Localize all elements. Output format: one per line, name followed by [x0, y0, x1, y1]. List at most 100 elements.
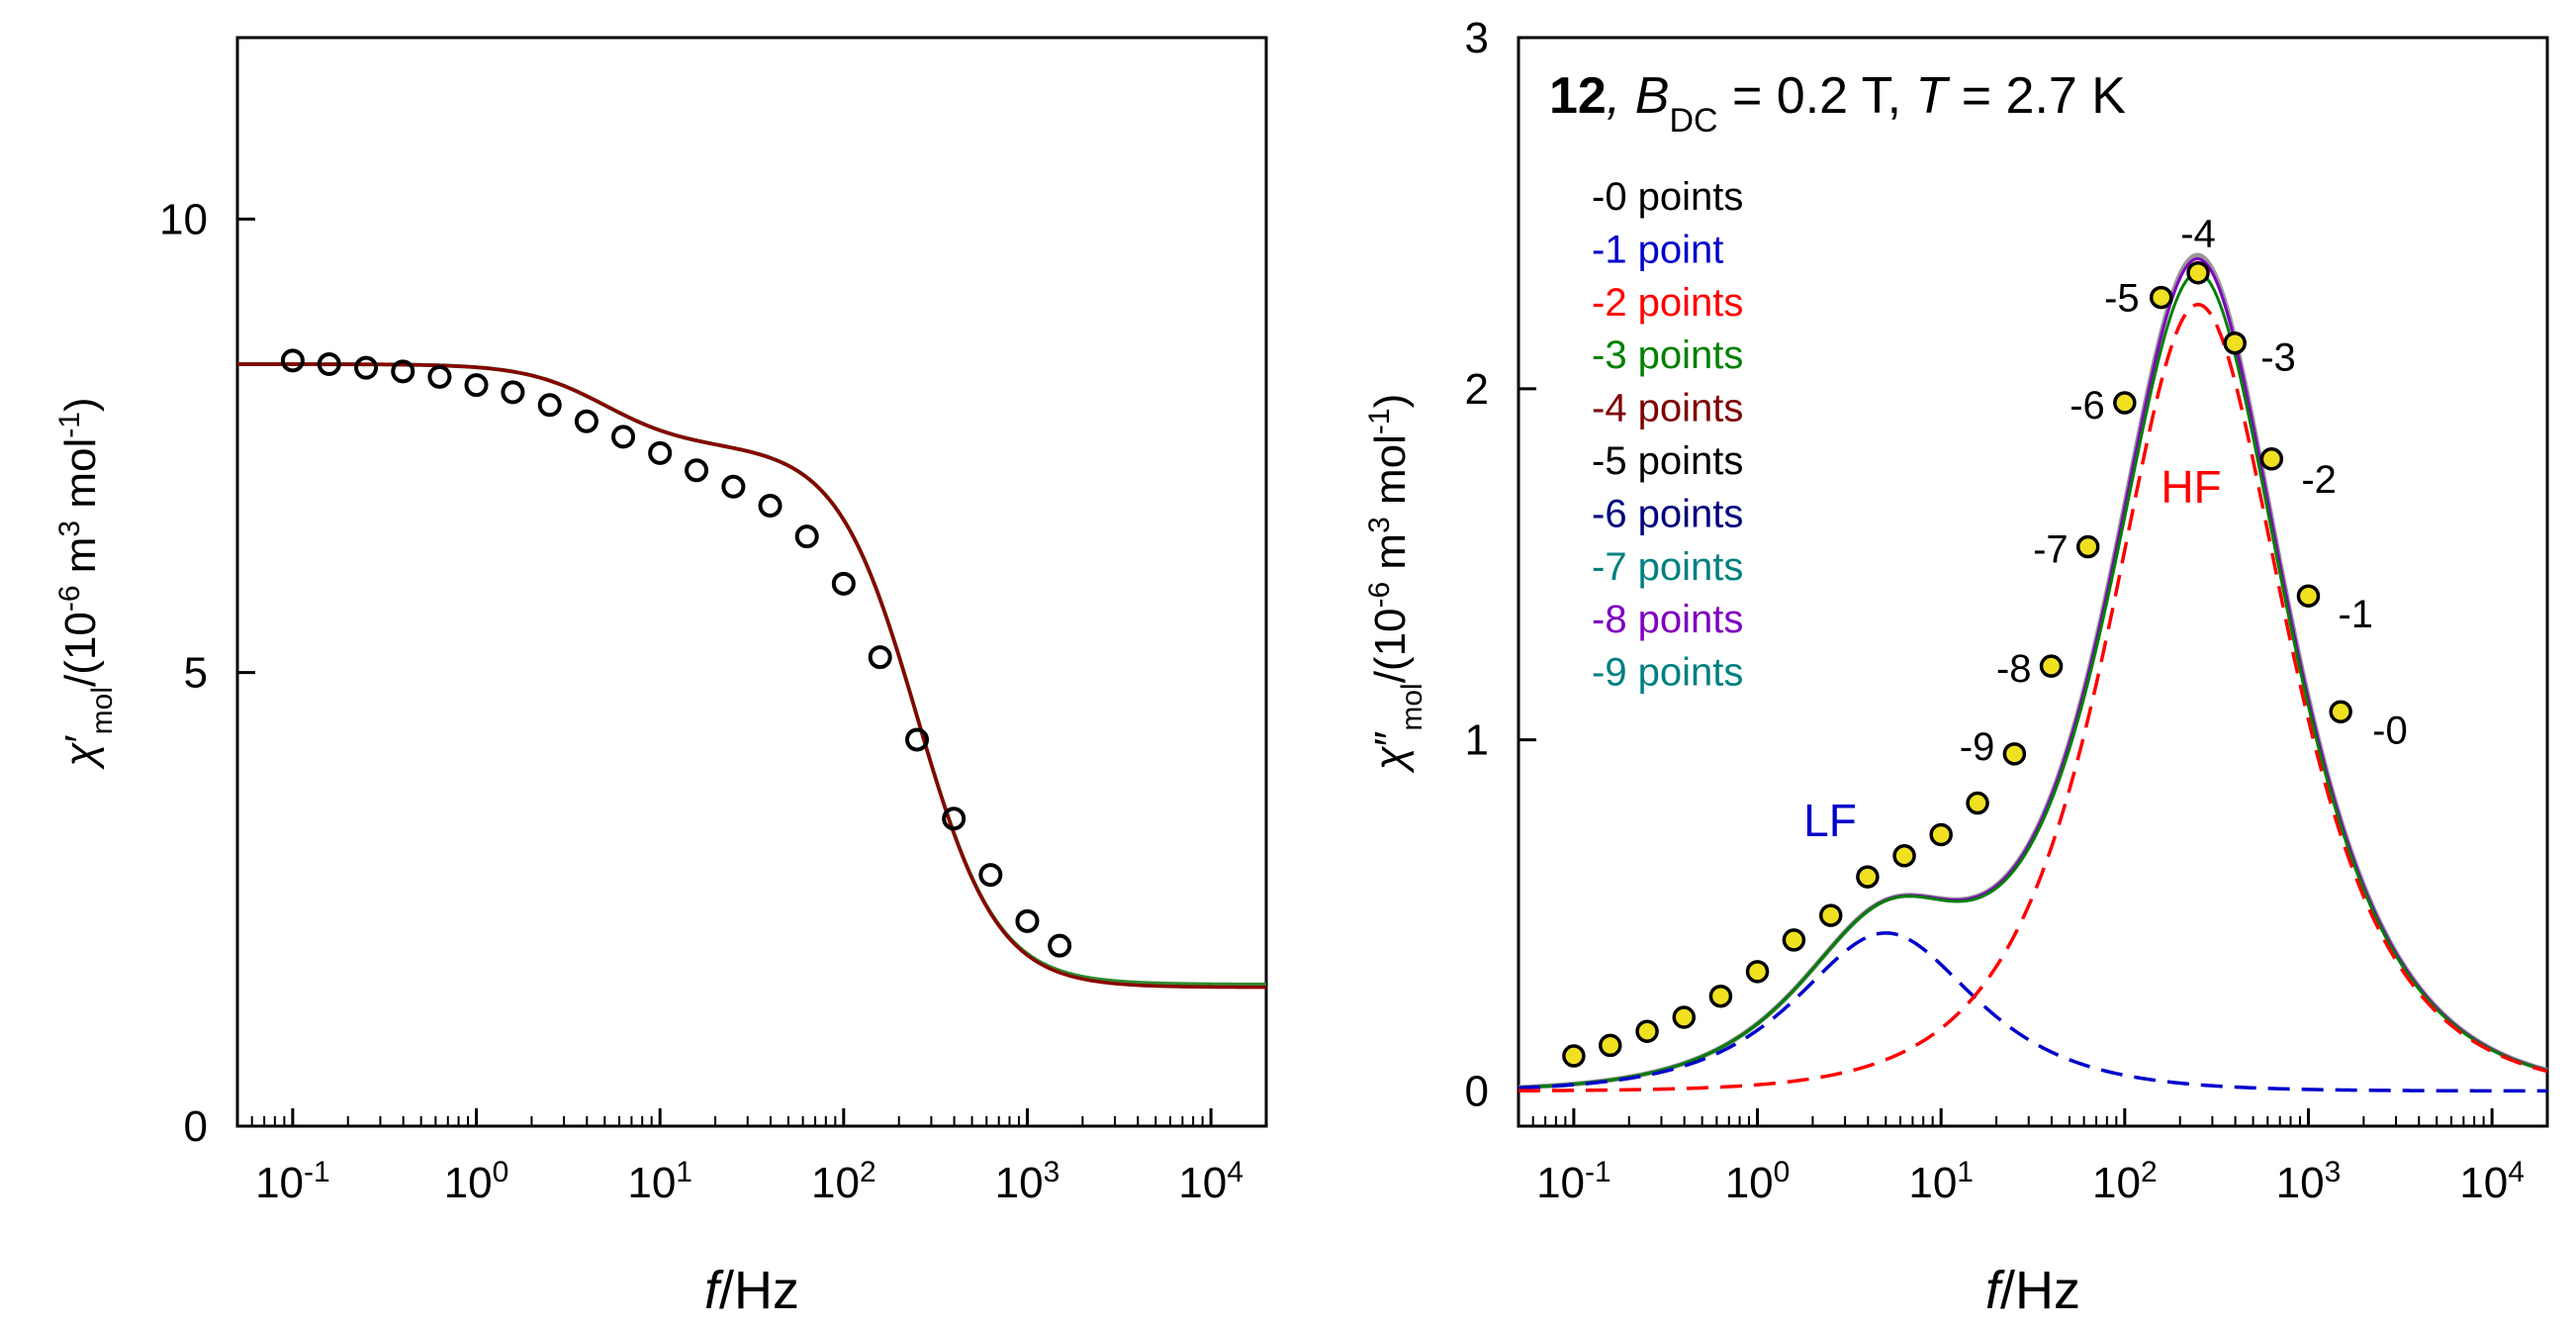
x-tick-label: 103: [995, 1156, 1060, 1208]
lf-component-curve: [1518, 931, 2548, 1093]
point-annotation: -6: [2070, 384, 2105, 427]
left-y-axis-label: χ′mol/(10-6 m3 mol-1): [53, 397, 119, 770]
point-annotation: -2: [2301, 458, 2337, 502]
point-annotation: -5: [2104, 277, 2140, 321]
legend-item: -6 points: [1592, 492, 1743, 535]
data-point: [1672, 1005, 1697, 1029]
legend-item: -7 points: [1592, 545, 1743, 589]
x-tick-label: 103: [2276, 1156, 2342, 1208]
right-y-axis-label: χ″mol/(10-6 m3 mol-1): [1363, 394, 1428, 775]
legend-item: -5 points: [1592, 439, 1743, 483]
right-point-annotations: -0 -1 -2 -3 -4 -5 -6 -7 -8-9: [1960, 213, 2408, 769]
data-point: [831, 571, 856, 596]
right-fit-curves: [1518, 252, 2548, 1093]
data-point: [721, 474, 746, 499]
right-y-axis-ticks: 0 1 2 3: [1465, 14, 1536, 1116]
fit-curve-red: [237, 362, 1266, 990]
data-point: [2149, 285, 2173, 310]
data-point: [648, 440, 673, 465]
data-point: [1929, 822, 1953, 847]
x-tick-label: 10-1: [1536, 1156, 1611, 1208]
legend-item: -4 points: [1592, 387, 1743, 430]
left-plot-frame: [235, 36, 1268, 1128]
left-chart-panel: 10-1 100 101 102 103 104 0 5 10 f/Hz χ′mol/(10-…: [53, 36, 1268, 1320]
data-point: [794, 524, 819, 549]
point-annotation: -1: [2338, 593, 2373, 636]
y-tick-label: 2: [1465, 365, 1489, 414]
legend-item: -8 points: [1592, 598, 1743, 641]
y-tick-label: 10: [159, 195, 208, 243]
data-point: [2186, 260, 2210, 285]
legend-item: -1 point: [1592, 228, 1723, 271]
legend-item: -9 points: [1592, 651, 1743, 695]
point-annotation: -3: [2260, 336, 2296, 380]
x-tick-label: 101: [1908, 1156, 1974, 1208]
lf-component-label: LF: [1803, 795, 1857, 846]
data-point: [2075, 534, 2100, 559]
x-tick-label: 10-1: [255, 1156, 330, 1208]
data-point: [1015, 908, 1040, 933]
x-tick-label: 101: [627, 1156, 692, 1208]
x-tick-label: 102: [811, 1156, 876, 1208]
right-plot-frame: [1517, 36, 2549, 1128]
legend-item: -2 points: [1592, 281, 1743, 325]
y-tick-label: 5: [184, 649, 208, 698]
data-point: [905, 727, 930, 752]
point-annotation: -8: [1996, 647, 2032, 691]
point-annotation: -4: [2180, 213, 2216, 256]
data-point: [1782, 928, 1806, 952]
data-point: [574, 409, 598, 433]
data-point: [685, 458, 709, 483]
y-tick-label: 1: [1465, 716, 1489, 765]
left-y-axis-ticks: 0 5 10: [159, 195, 255, 1151]
data-point: [868, 645, 892, 670]
data-point: [317, 352, 341, 376]
legend-item: -0 points: [1592, 175, 1743, 219]
hf-component-label: HF: [2161, 461, 2221, 513]
data-point: [2113, 391, 2137, 415]
data-point: [1048, 933, 1072, 958]
legend-item: -3 points: [1592, 333, 1743, 377]
data-point: [464, 373, 489, 398]
total-fit-curve: [1518, 271, 2548, 1090]
data-point: [1856, 865, 1880, 889]
x-tick-label: 100: [444, 1156, 509, 1208]
x-tick-label: 104: [2459, 1156, 2525, 1208]
data-point: [2329, 700, 2352, 724]
legend: -0 points -1 point -2 points -3 points -4 po…: [1592, 175, 1743, 695]
data-point: [611, 425, 636, 449]
data-point: [1599, 1033, 1622, 1058]
data-point: [1708, 984, 1733, 1008]
data-point: [2296, 584, 2321, 608]
data-point: [1966, 791, 1989, 815]
y-tick-label: 3: [1465, 14, 1489, 62]
data-point: [1892, 844, 1916, 868]
data-point: [1635, 1019, 1659, 1043]
point-annotation: -7: [2033, 528, 2069, 572]
data-point: [391, 359, 415, 384]
x-tick-label: 100: [1725, 1156, 1791, 1208]
point-annotation: -0: [2372, 709, 2408, 752]
y-tick-label: 0: [184, 1102, 208, 1151]
point-annotation: -9: [1960, 725, 1995, 769]
right-data-points: [1562, 260, 2352, 1068]
data-point: [280, 348, 305, 373]
hf-component-curve: [1518, 302, 2548, 1092]
y-tick-label: 0: [1465, 1068, 1489, 1116]
chart-title: 12, BDC = 0.2 T, T = 2.7 K: [1549, 67, 2126, 140]
x-tick-label: 102: [2092, 1156, 2158, 1208]
left-x-axis-label: f/Hz: [704, 1261, 799, 1320]
data-point: [1562, 1044, 1586, 1068]
data-point: [2223, 331, 2247, 355]
fit-curve-green: [237, 362, 1266, 987]
data-point: [1818, 903, 1843, 927]
right-x-axis-ticks: 10-1 100 101 102 103 104: [1531, 1108, 2525, 1208]
left-data-points: [280, 348, 1072, 958]
data-point: [2259, 447, 2284, 471]
data-point: [501, 380, 525, 405]
data-point: [758, 494, 782, 518]
data-point: [427, 364, 452, 389]
data-point: [942, 806, 966, 831]
